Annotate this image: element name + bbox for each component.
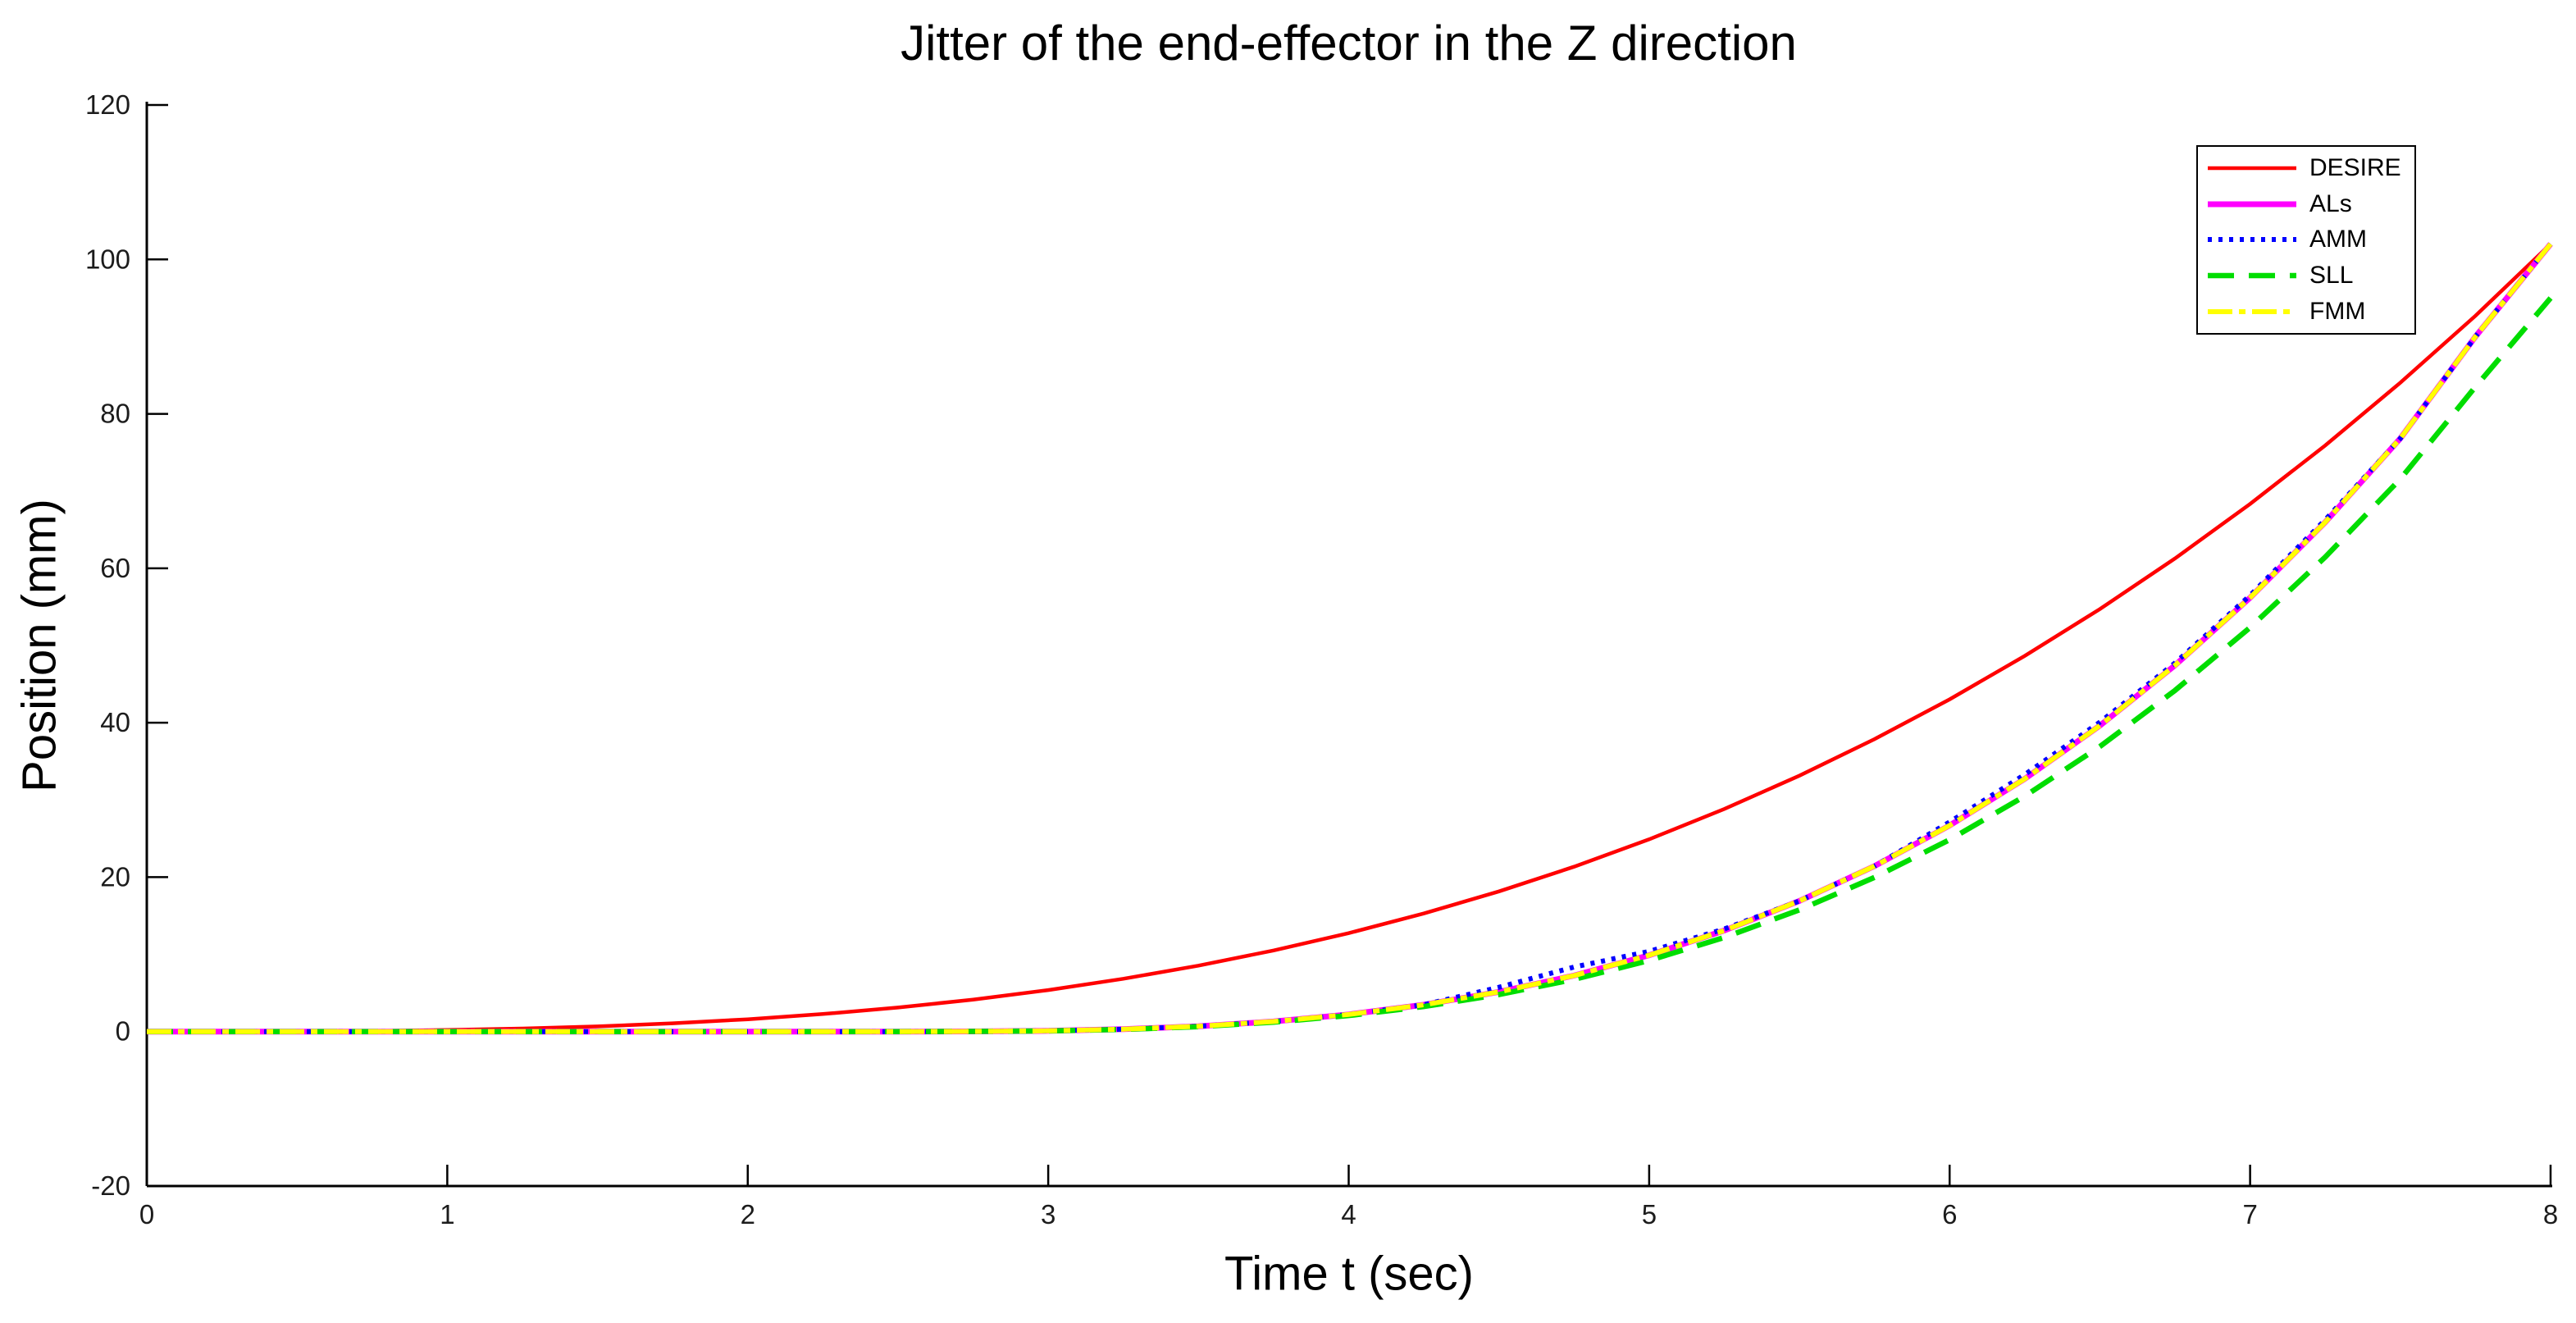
y-tick-label: 40 xyxy=(100,707,130,737)
y-tick-label: 120 xyxy=(85,89,130,120)
legend: DESIRE ALs AMM SLL FMM xyxy=(2196,145,2416,335)
legend-line-sample-SLL xyxy=(2208,273,2296,279)
legend-entry-AMM: AMM xyxy=(2206,222,2414,257)
chart-title: Jitter of the end-effector in the Z dire… xyxy=(900,16,1797,71)
y-tick-label: 60 xyxy=(100,553,130,583)
y-tick-label: 100 xyxy=(85,244,130,274)
legend-line-sample-AMM xyxy=(2208,237,2296,243)
legend-line-sample-DESIRE xyxy=(2208,166,2296,171)
legend-label-SLL: SLL xyxy=(2309,262,2354,290)
legend-entry-SLL: SLL xyxy=(2206,258,2414,293)
x-tick-label: 7 xyxy=(2242,1199,2257,1229)
series-line-AMM xyxy=(147,242,2553,1034)
y-tick-label: 0 xyxy=(116,1016,130,1047)
legend-entry-ALs: ALs xyxy=(2206,187,2414,221)
x-tick-label: 8 xyxy=(2543,1199,2558,1229)
x-tick-label: 6 xyxy=(1942,1199,1957,1229)
series-line-SLL xyxy=(147,296,2553,1034)
series-line-ALs xyxy=(147,242,2553,1035)
x-tick-label: 0 xyxy=(139,1199,154,1229)
y-tick-label: -20 xyxy=(91,1170,130,1201)
x-tick-label: 3 xyxy=(1041,1199,1055,1229)
y-tick-label: 80 xyxy=(100,399,130,429)
x-tick-label: 1 xyxy=(440,1199,454,1229)
legend-label-DESIRE: DESIRE xyxy=(2309,153,2401,181)
legend-entry-DESIRE: DESIRE xyxy=(2206,151,2414,185)
series-line-FMM xyxy=(147,242,2553,1034)
legend-line-sample-ALs xyxy=(2208,201,2296,208)
x-tick-label: 5 xyxy=(1642,1199,1657,1229)
legend-entry-FMM: FMM xyxy=(2206,294,2414,329)
x-tick-label: 4 xyxy=(1341,1199,1356,1229)
legend-label-AMM: AMM xyxy=(2309,226,2367,253)
x-axis-label: Time t (sec) xyxy=(1224,1247,1474,1301)
series-line-DESIRE xyxy=(147,242,2552,1033)
y-tick-label: 20 xyxy=(100,861,130,892)
x-tick-label: 2 xyxy=(741,1199,755,1229)
legend-label-ALs: ALs xyxy=(2309,189,2352,217)
legend-line-sample-FMM xyxy=(2208,309,2296,315)
legend-label-FMM: FMM xyxy=(2309,298,2366,326)
